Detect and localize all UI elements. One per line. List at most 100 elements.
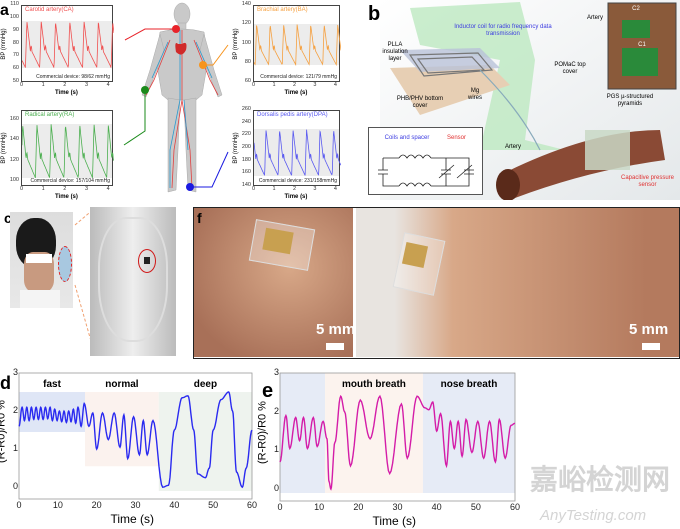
y-tick-label: 60 (244, 78, 251, 84)
region-label: fast (43, 379, 61, 390)
x-axis-label: Time (s) (284, 90, 308, 96)
commercial-device-reading: Commercial device: 121/79 mmHg (260, 74, 337, 80)
x-tick-label: 2 (292, 186, 296, 192)
pulse-waveform (254, 24, 341, 67)
x-tick-label: 3 (84, 82, 88, 88)
marker-dpa (186, 183, 194, 191)
photo-sensor-on-chin-right (356, 208, 679, 357)
x-tick-label: 3 (313, 186, 317, 192)
label-plla: PLLA insulation layer (382, 42, 408, 62)
x-axis-label: Time (s) (110, 512, 155, 526)
y-tick-label: 90 (12, 26, 19, 33)
x-tick-label: 60 (510, 502, 521, 512)
y-tick-label: 0 (12, 481, 18, 492)
y-axis-label: (R-R0)/R0 % (256, 401, 269, 464)
pulse-waveform (22, 21, 114, 69)
mini-chart-3: Dorsalis pedis artery(DPA) Commercial dev… (253, 110, 341, 186)
region-label: mouth breath (342, 379, 406, 390)
plot-frame (18, 372, 253, 500)
mini-chart-title: Dorsalis pedis artery(DPA) (257, 112, 328, 118)
y-tick-label: 140 (241, 182, 251, 188)
y-tick-label: 140 (9, 136, 19, 143)
y-tick-label: 0 (273, 483, 279, 494)
panel-label-d: d (0, 373, 11, 393)
commercial-device-reading: Commercial device: 231/158mmHg (258, 178, 337, 184)
label-phb: PHB/PHV bottom cover (396, 96, 444, 109)
label-artery: Artery (504, 144, 521, 150)
y-tick-label: 260 (241, 106, 251, 112)
x-tick-label: 50 (208, 500, 219, 510)
x-tick-label: 50 (470, 502, 481, 512)
x-tick-label: 4 (333, 186, 337, 192)
panel-label-a: a (0, 2, 9, 19)
region-label: nose breath (440, 379, 498, 390)
y-tick-label: 120 (241, 20, 251, 27)
mini-chart-title: Radical artery(RA) (25, 112, 75, 118)
y-tick-label: 200 (241, 144, 251, 150)
chart-e (279, 372, 516, 502)
x-tick-label: 30 (392, 502, 403, 512)
label-c1: C1 (638, 42, 646, 48)
panel-label-b: b (368, 3, 381, 25)
x-tick-label: 0 (20, 186, 24, 192)
circuit-inset: Coils and spacer Sensor (368, 127, 483, 195)
x-tick-label: 3 (313, 82, 317, 88)
x-tick-label: 1 (41, 186, 45, 192)
x-axis-label: Time (s) (55, 194, 78, 200)
y-tick-label: 1 (273, 444, 279, 455)
y-tick-label: 1 (12, 443, 18, 454)
marker-ra (141, 86, 149, 94)
x-tick-label: 10 (52, 500, 63, 510)
scale-label-left: 5 mm (316, 321, 356, 338)
panel-f-frame: f 5 mm 5 mm (193, 207, 680, 359)
y-tick-label: 2 (273, 405, 279, 416)
y-tick-label: 3 (273, 367, 279, 377)
x-tick-label: 2 (292, 82, 296, 88)
implant-illustration (380, 0, 680, 200)
chart-d (18, 372, 253, 500)
plot-frame (279, 372, 516, 502)
series-line (279, 394, 516, 491)
y-tick-label: 110 (10, 1, 19, 7)
photo-person-with-mask (10, 212, 73, 308)
x-tick-label: 1 (41, 82, 45, 88)
y-tick-label: 80 (12, 39, 19, 46)
x-tick-label: 0 (252, 186, 256, 192)
y-tick-label: 160 (9, 116, 19, 123)
mini-chart-0: Carotid artery(CA) Commercial device: 98/… (21, 5, 114, 82)
x-tick-label: 40 (169, 500, 180, 510)
panel-label-e: e (262, 380, 274, 402)
human-body-illustration (141, 2, 223, 193)
commercial-device-reading: Commercial device: 98/62 mmHg (36, 74, 110, 80)
circuit-diagram (378, 154, 474, 187)
y-tick-label: 100 (9, 13, 19, 20)
watermark-en: AnyTesting.com (540, 507, 647, 524)
y-tick-label: 180 (241, 156, 251, 163)
x-tick-label: 10 (314, 502, 325, 512)
photo-mask-sensor (90, 207, 176, 356)
x-tick-label: 40 (431, 502, 442, 512)
x-tick-label: 2 (63, 82, 67, 88)
panel-label-c: c (4, 210, 12, 226)
region-mouth-breath (325, 373, 423, 493)
y-tick-label: 3 (12, 367, 18, 377)
y-tick-label: 2 (12, 405, 18, 416)
x-tick-label: 0 (277, 502, 283, 512)
label-coils: Coils and spacer (384, 135, 430, 141)
mini-chart-title: Carotid artery(CA) (25, 7, 74, 13)
x-tick-label: 20 (91, 500, 102, 510)
mini-chart-title: Brachial artery(BA) (257, 7, 308, 13)
x-tick-label: 30 (130, 500, 141, 510)
region-baseline (280, 373, 326, 493)
scale-label-right: 5 mm (629, 321, 669, 338)
x-tick-label: 3 (84, 186, 88, 192)
region-deep (158, 392, 252, 491)
x-tick-label: 60 (247, 500, 258, 510)
label-sensor: Sensor (446, 135, 466, 141)
panel-label-f: f (197, 210, 202, 226)
y-tick-label: 100 (241, 39, 251, 46)
y-tick-label: 120 (9, 156, 19, 163)
y-tick-label: 70 (12, 52, 19, 59)
photo-sensor-on-chin-left (194, 208, 353, 357)
pulse-waveform (22, 124, 114, 179)
